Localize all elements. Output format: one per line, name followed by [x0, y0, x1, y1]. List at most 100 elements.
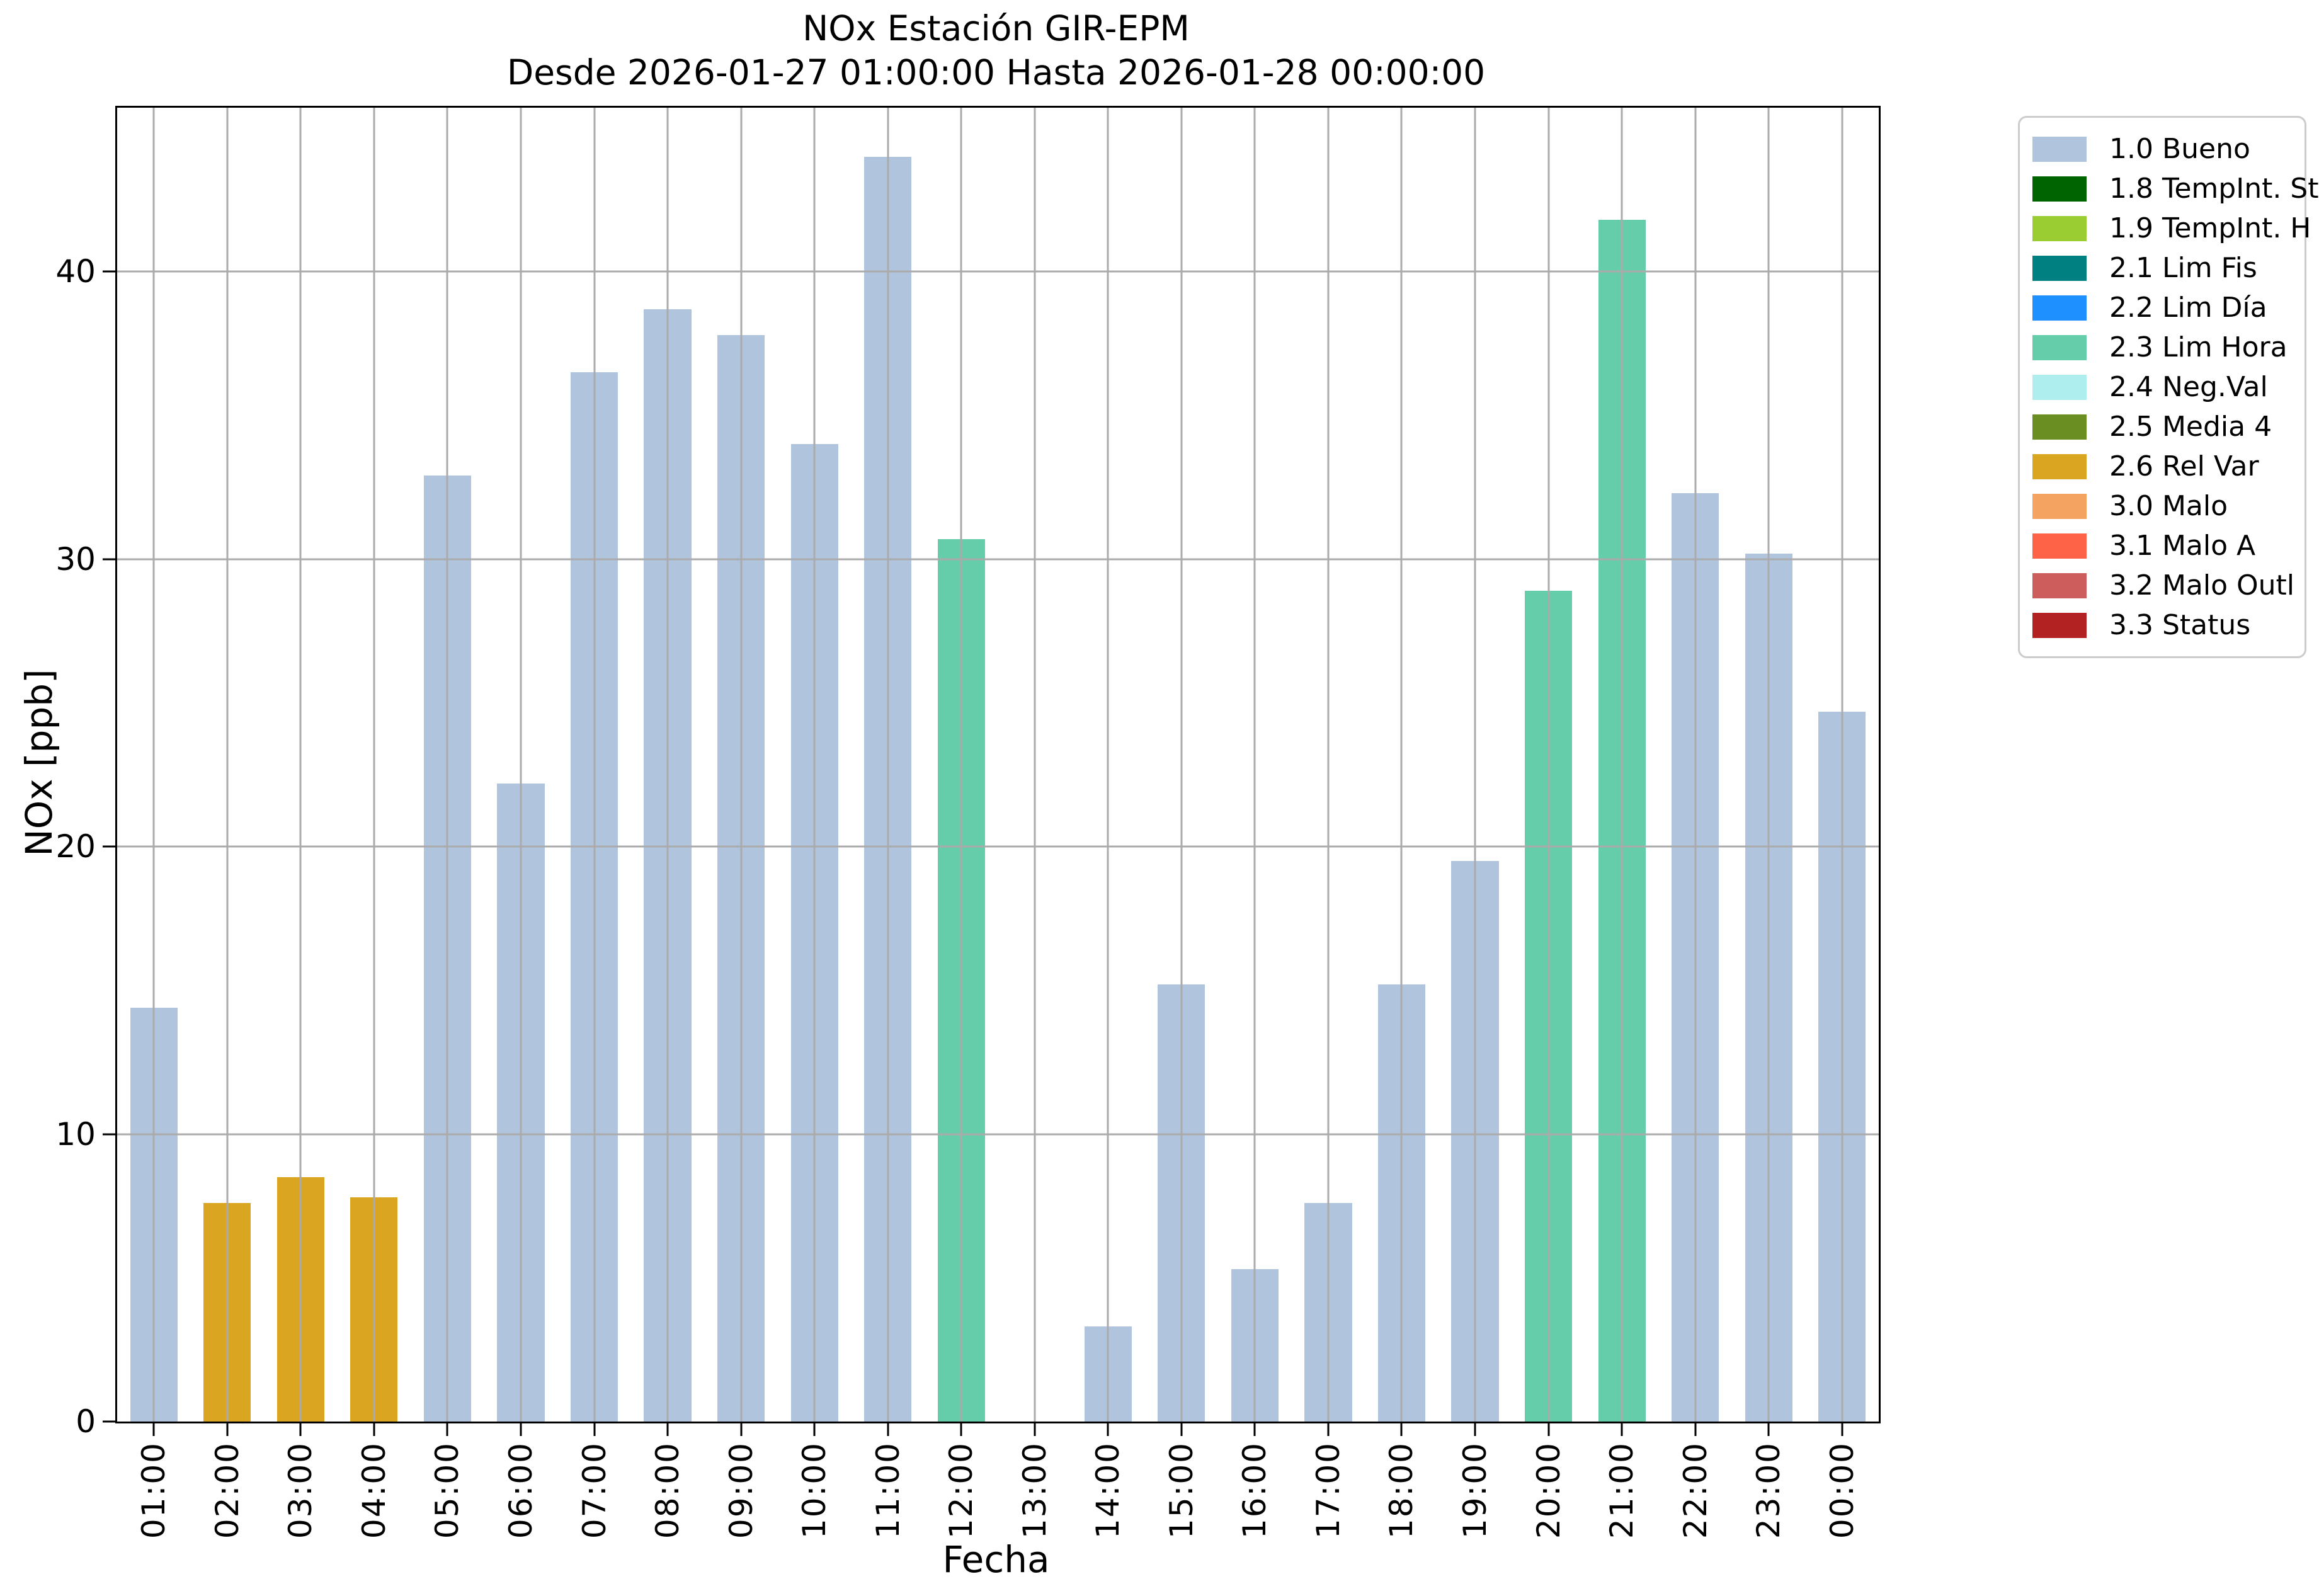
bar-0200: [203, 1203, 251, 1422]
legend-item-neg_val: 2.4 Neg.Val: [2032, 367, 2292, 407]
legend-swatch-bueno: [2032, 136, 2087, 162]
x-tick-label: 02:00: [208, 1442, 246, 1539]
x-tick-mark: [446, 1423, 448, 1436]
y-tick-label: 40: [55, 253, 96, 290]
x-tick-label: 04:00: [355, 1442, 392, 1539]
y-tick-label: 20: [55, 828, 96, 865]
legend-swatch-malo_outl: [2032, 573, 2087, 598]
legend-item-status: 3.3 Status: [2032, 605, 2292, 645]
bar-0000: [1818, 711, 1866, 1422]
legend-swatch-neg_val: [2032, 374, 2087, 400]
legend-label: 2.3 Lim Hora: [2109, 331, 2288, 363]
bar-0400: [350, 1197, 398, 1422]
bar-2000: [1524, 590, 1573, 1422]
x-tick-mark: [1841, 1423, 1843, 1436]
x-tick-mark: [1694, 1423, 1697, 1436]
bar-1700: [1304, 1203, 1352, 1422]
x-tick-label: 05:00: [429, 1442, 466, 1539]
legend-item-malo_outl: 3.2 Malo Outl: [2032, 566, 2295, 605]
x-tick-label: 19:00: [1457, 1442, 1494, 1539]
x-tick-mark: [152, 1423, 155, 1436]
legend-swatch-tempint_h: [2032, 215, 2087, 241]
x-tick-label: 23:00: [1750, 1442, 1787, 1539]
x-tick-label: 18:00: [1383, 1442, 1420, 1539]
x-tick-label: 13:00: [1016, 1442, 1053, 1539]
bar-1100: [864, 156, 912, 1422]
y-tick-mark: [103, 558, 115, 561]
legend-item-malo: 3.0 Malo: [2032, 486, 2292, 526]
legend-label: 2.4 Neg.Val: [2109, 371, 2268, 403]
x-tick-label: 12:00: [943, 1442, 980, 1539]
x-tick-mark: [226, 1423, 229, 1436]
legend-label: 1.9 TempInt. H: [2109, 212, 2311, 244]
legend-swatch-media_4: [2032, 414, 2087, 440]
y-tick-label: 0: [76, 1403, 96, 1440]
legend-swatch-tempint_std: [2032, 176, 2087, 202]
x-tick-mark: [1180, 1423, 1183, 1436]
bar-1800: [1377, 984, 1426, 1422]
bar-1400: [1084, 1326, 1132, 1422]
bar-1200: [937, 539, 985, 1422]
x-tick-mark: [740, 1423, 743, 1436]
bars-layer: [117, 108, 1879, 1422]
bar-1900: [1451, 860, 1499, 1422]
y-tick-label: 30: [55, 540, 96, 578]
legend-label: 2.2 Lim Día: [2109, 292, 2267, 324]
x-tick-mark: [960, 1423, 962, 1436]
legend-label: 2.6 Rel Var: [2109, 450, 2259, 482]
bar-0300: [276, 1177, 324, 1422]
x-tick-label: 22:00: [1677, 1442, 1714, 1539]
bar-0700: [570, 372, 618, 1422]
x-tick-mark: [1107, 1423, 1109, 1436]
bar-0900: [717, 334, 765, 1422]
x-tick-label: 08:00: [649, 1442, 687, 1539]
legend-label: 3.0 Malo: [2109, 490, 2228, 522]
plot-area: 0 10 20 30 40 01:00 02:00 03:00 04:00 05:00 06:00…: [55, 106, 1881, 1539]
legend-item-bueno: 1.0 Bueno: [2032, 129, 2292, 169]
legend-swatch-lim_hora: [2032, 334, 2087, 360]
x-tick-mark: [593, 1423, 596, 1436]
y-tick-mark: [103, 270, 115, 273]
legend-swatch-malo: [2032, 493, 2087, 519]
x-tick-label: 06:00: [502, 1442, 539, 1539]
x-tick-label: 20:00: [1530, 1442, 1567, 1539]
bar-0500: [423, 476, 471, 1422]
x-tick-label: 09:00: [722, 1442, 760, 1539]
x-tick-label: 01:00: [135, 1442, 173, 1539]
chart-subtitle: Desde 2026-01-27 01:00:00 Hasta 2026-01-…: [506, 52, 1486, 93]
legend-item-rel_var: 2.6 Rel Var: [2032, 447, 2292, 486]
legend-swatch-malo_a: [2032, 533, 2087, 559]
x-tick-label: 07:00: [576, 1442, 613, 1539]
legend-item-lim_dia: 2.2 Lim Día: [2032, 288, 2292, 328]
legend-label: 3.2 Malo Outl: [2109, 569, 2295, 601]
x-tick-mark: [1253, 1423, 1256, 1436]
legend-item-media_4: 2.5 Media 4: [2032, 407, 2292, 447]
bar-1000: [790, 444, 838, 1422]
bar-0600: [497, 783, 545, 1422]
y-tick-mark: [103, 1420, 115, 1423]
x-tick-label: 15:00: [1163, 1442, 1200, 1539]
x-tick-mark: [887, 1423, 889, 1436]
legend-item-lim_fis: 2.1 Lim Fis: [2032, 248, 2292, 288]
x-tick-mark: [1327, 1423, 1330, 1436]
x-tick-label: 14:00: [1090, 1442, 1127, 1539]
x-tick-mark: [1547, 1423, 1550, 1436]
x-tick-label: 21:00: [1604, 1442, 1641, 1539]
legend-item-tempint_h: 1.9 TempInt. H: [2032, 208, 2311, 248]
x-tick-mark: [373, 1423, 375, 1436]
bar-2200: [1672, 493, 1719, 1422]
x-tick-mark: [1400, 1423, 1403, 1436]
y-tick-mark: [103, 845, 115, 848]
bar-1600: [1231, 1269, 1279, 1422]
x-tick-label: 11:00: [869, 1442, 906, 1539]
chart-title-block: NOx Estación GIR-EPM Desde 2026-01-27 01…: [115, 6, 1877, 94]
x-axis-label: Fecha: [942, 1538, 1050, 1581]
x-tick-label: 03:00: [282, 1442, 319, 1539]
x-tick-label: 00:00: [1823, 1442, 1860, 1539]
legend-label: 3.1 Malo A: [2109, 530, 2256, 562]
legend-swatch-status: [2032, 612, 2087, 638]
bar-2100: [1598, 220, 1646, 1422]
x-tick-mark: [813, 1423, 816, 1436]
x-tick-mark: [1621, 1423, 1623, 1436]
legend-item-tempint_std: 1.8 TempInt. Std: [2032, 169, 2319, 208]
